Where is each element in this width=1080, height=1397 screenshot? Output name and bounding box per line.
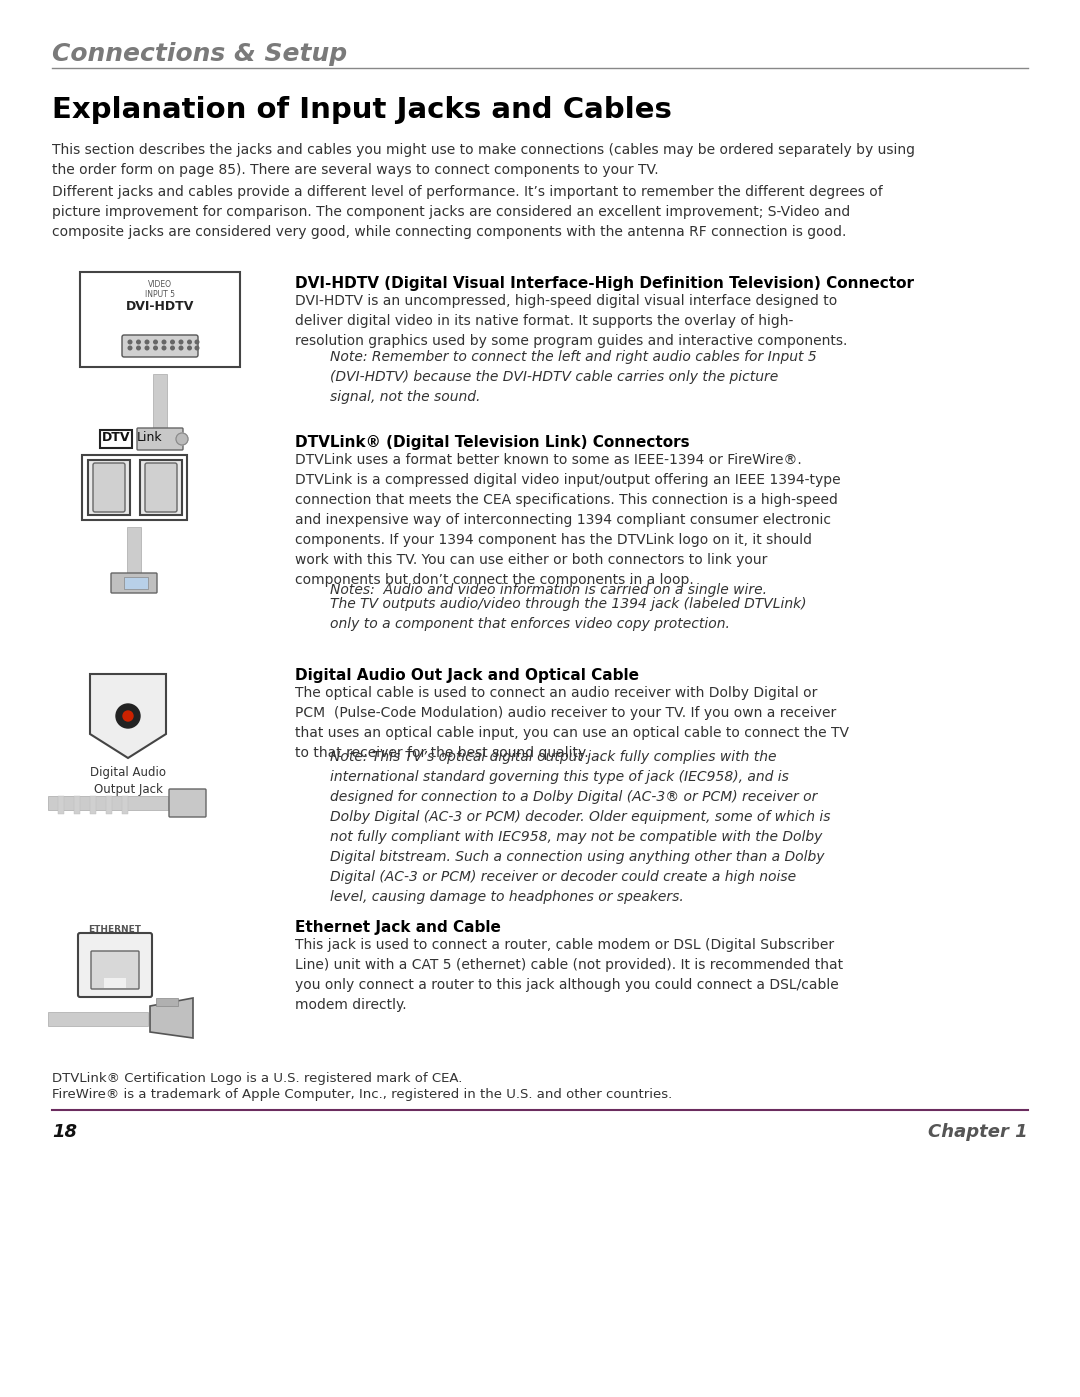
Text: 18: 18 xyxy=(52,1123,77,1141)
Text: Different jacks and cables provide a different level of performance. It’s import: Different jacks and cables provide a dif… xyxy=(52,184,882,239)
Circle shape xyxy=(188,341,191,344)
Text: DTVLink uses a format better known to some as IEEE-1394 or FireWire®.
DTVLink is: DTVLink uses a format better known to so… xyxy=(295,453,840,587)
FancyBboxPatch shape xyxy=(78,933,152,997)
Text: Note: This TV’s optical digital output jack fully complies with the
        inte: Note: This TV’s optical digital output j… xyxy=(295,750,831,904)
Text: Chapter 1: Chapter 1 xyxy=(929,1123,1028,1141)
Bar xyxy=(90,796,96,814)
Text: Connections & Setup: Connections & Setup xyxy=(52,42,347,66)
Text: The TV outputs audio/video through the 1394 jack (labeled DTVLink)
        only : The TV outputs audio/video through the 1… xyxy=(295,597,807,631)
Bar xyxy=(124,577,148,590)
Text: Digital Audio
Output Jack: Digital Audio Output Jack xyxy=(90,766,166,796)
Bar xyxy=(48,1011,148,1025)
Circle shape xyxy=(162,346,166,349)
FancyBboxPatch shape xyxy=(145,462,177,511)
Circle shape xyxy=(195,341,199,344)
Text: FireWire® is a trademark of Apple Computer, Inc., registered in the U.S. and oth: FireWire® is a trademark of Apple Comput… xyxy=(52,1088,672,1101)
Bar xyxy=(156,997,178,1006)
Text: Note: Remember to connect the left and right audio cables for Input 5
        (D: Note: Remember to connect the left and r… xyxy=(295,351,816,404)
Polygon shape xyxy=(150,997,193,1038)
Text: VIDEO
INPUT 5: VIDEO INPUT 5 xyxy=(145,279,175,299)
Circle shape xyxy=(145,341,149,344)
Text: DVI-HDTV (Digital Visual Interface-High Definition Television) Connector: DVI-HDTV (Digital Visual Interface-High … xyxy=(295,277,914,291)
FancyBboxPatch shape xyxy=(137,427,183,450)
Circle shape xyxy=(176,433,188,446)
FancyBboxPatch shape xyxy=(87,460,130,515)
Circle shape xyxy=(179,346,183,349)
Text: This section describes the jacks and cables you might use to make connections (c: This section describes the jacks and cab… xyxy=(52,142,915,177)
Circle shape xyxy=(123,711,133,721)
Circle shape xyxy=(116,704,140,728)
Circle shape xyxy=(137,346,140,349)
FancyBboxPatch shape xyxy=(93,462,125,511)
Circle shape xyxy=(188,346,191,349)
Bar xyxy=(48,796,168,810)
Bar xyxy=(122,796,129,814)
Bar xyxy=(104,978,126,988)
Circle shape xyxy=(129,341,132,344)
Circle shape xyxy=(171,341,174,344)
Text: DVI-HDTV: DVI-HDTV xyxy=(125,300,194,313)
Text: Notes:  Audio and video information is carried on a single wire.: Notes: Audio and video information is ca… xyxy=(295,583,767,597)
Circle shape xyxy=(153,341,158,344)
Circle shape xyxy=(195,346,199,349)
FancyBboxPatch shape xyxy=(100,430,132,448)
Circle shape xyxy=(137,341,140,344)
Bar xyxy=(58,796,64,814)
Circle shape xyxy=(153,346,158,349)
Circle shape xyxy=(162,341,166,344)
Bar xyxy=(106,796,112,814)
Text: The optical cable is used to connect an audio receiver with Dolby Digital or
PCM: The optical cable is used to connect an … xyxy=(295,686,849,760)
Text: Link: Link xyxy=(137,432,163,444)
Text: DVI-HDTV is an uncompressed, high-speed digital visual interface designed to
del: DVI-HDTV is an uncompressed, high-speed … xyxy=(295,293,848,348)
Polygon shape xyxy=(90,673,166,759)
Text: ETHERNET: ETHERNET xyxy=(89,925,141,935)
Circle shape xyxy=(145,346,149,349)
Bar xyxy=(127,527,141,576)
Bar xyxy=(80,272,240,367)
Bar xyxy=(153,374,167,432)
Text: DTVLink® (Digital Television Link) Connectors: DTVLink® (Digital Television Link) Conne… xyxy=(295,434,690,450)
FancyBboxPatch shape xyxy=(122,335,198,358)
Circle shape xyxy=(129,346,132,349)
FancyBboxPatch shape xyxy=(168,789,206,817)
FancyBboxPatch shape xyxy=(91,951,139,989)
Text: DTV: DTV xyxy=(102,432,131,444)
Circle shape xyxy=(179,341,183,344)
Text: This jack is used to connect a router, cable modem or DSL (Digital Subscriber
Li: This jack is used to connect a router, c… xyxy=(295,937,843,1013)
Circle shape xyxy=(171,346,174,349)
Bar xyxy=(75,796,80,814)
Text: DTVLink® Certification Logo is a U.S. registered mark of CEA.: DTVLink® Certification Logo is a U.S. re… xyxy=(52,1071,462,1085)
Text: Digital Audio Out Jack and Optical Cable: Digital Audio Out Jack and Optical Cable xyxy=(295,668,639,683)
Text: Explanation of Input Jacks and Cables: Explanation of Input Jacks and Cables xyxy=(52,96,672,124)
FancyBboxPatch shape xyxy=(140,460,183,515)
FancyBboxPatch shape xyxy=(111,573,157,592)
Text: Ethernet Jack and Cable: Ethernet Jack and Cable xyxy=(295,921,501,935)
